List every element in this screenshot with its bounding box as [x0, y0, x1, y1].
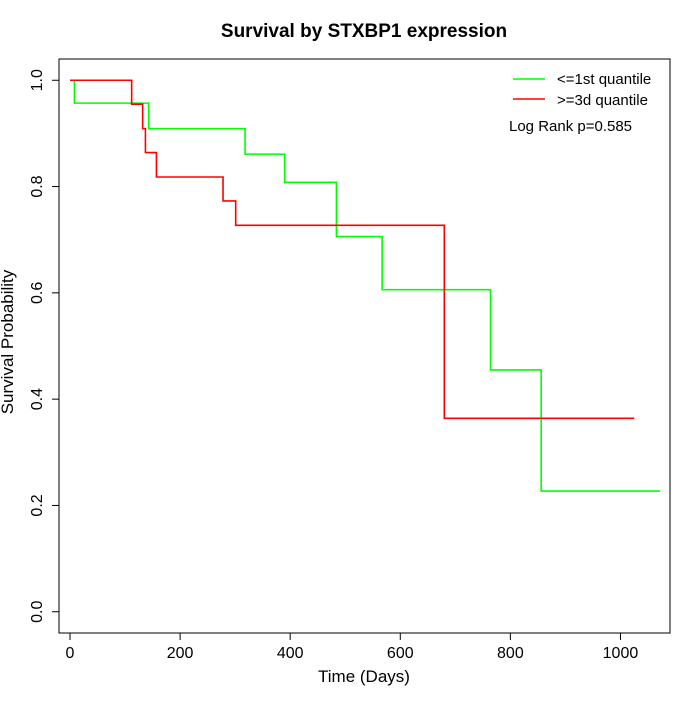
y-axis: 0.0 0.2 0.4 0.6 0.8 1.0 — [29, 69, 60, 623]
y-tick-label: 0.8 — [29, 175, 46, 197]
x-tick-label: 800 — [497, 645, 524, 662]
y-tick-label: 0.4 — [29, 388, 46, 410]
legend: <=1st quantile >=3d quantile Log Rank p=… — [509, 71, 651, 135]
y-tick-label: 1.0 — [29, 69, 46, 91]
y-tick-label: 0.6 — [29, 282, 46, 304]
survival-curve-2 — [70, 79, 635, 420]
legend-label-1: <=1st quantile — [557, 71, 651, 88]
x-axis-label: Time (Days) — [318, 667, 410, 686]
log-rank-annotation: Log Rank p=0.585 — [509, 118, 632, 135]
y-axis-label: Survival Probability — [0, 269, 17, 414]
x-tick-label: 200 — [167, 645, 194, 662]
series-layer — [70, 79, 661, 492]
y-tick-label: 0.2 — [29, 494, 46, 516]
x-tick-label: 400 — [277, 645, 304, 662]
chart-title: Survival by STXBP1 expression — [221, 21, 507, 42]
x-tick-label: 0 — [66, 645, 75, 662]
plot-frame — [58, 58, 671, 634]
x-axis: 0 200 400 600 800 1000 — [66, 632, 639, 662]
survival-curve-1 — [70, 79, 661, 492]
x-tick-label: 1000 — [603, 645, 639, 662]
x-tick-label: 600 — [387, 645, 414, 662]
y-tick-label: 0.0 — [29, 601, 46, 623]
legend-label-2: >=3d quantile — [557, 92, 648, 109]
